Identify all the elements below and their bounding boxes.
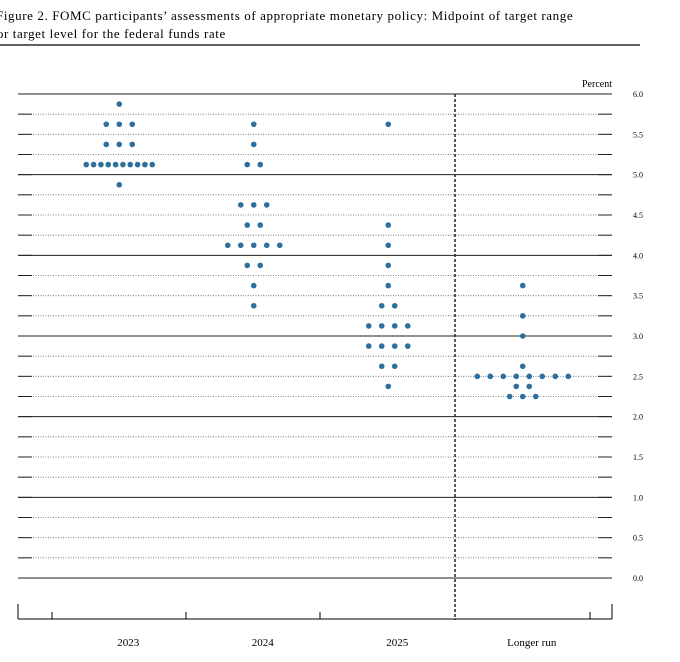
dot — [250, 121, 257, 128]
y-tick-label: 3.0 — [633, 332, 643, 341]
dot — [378, 363, 385, 370]
dot — [526, 383, 533, 390]
dot — [378, 302, 385, 309]
dot — [237, 202, 244, 208]
y-tick-label: 0.0 — [633, 574, 643, 583]
dot — [391, 323, 398, 329]
dot — [116, 181, 123, 188]
dot — [250, 202, 257, 208]
dot — [149, 161, 156, 168]
dot — [83, 161, 90, 168]
y-tick-label: 4.5 — [633, 211, 643, 220]
x-tick-label: 2025 — [386, 637, 409, 649]
dot — [276, 242, 283, 249]
y-tick-label: 0.5 — [633, 534, 643, 543]
dot — [378, 343, 385, 349]
dot — [513, 383, 520, 390]
chart-title: Figure 2. FOMC participants’ assessments… — [0, 8, 573, 23]
dot — [539, 373, 546, 380]
dot — [237, 242, 244, 249]
dot — [105, 161, 112, 168]
dot — [385, 121, 392, 128]
y-tick-label: 1.0 — [633, 493, 643, 502]
dot — [391, 363, 398, 370]
dot — [263, 242, 270, 249]
dot — [103, 121, 110, 128]
y-tick-label: 6.0 — [633, 90, 643, 99]
dot — [103, 141, 110, 148]
dot — [250, 282, 257, 289]
dot — [257, 262, 264, 269]
dot — [532, 393, 539, 400]
dot — [487, 373, 494, 380]
dot — [385, 222, 392, 228]
chart-title: for target level for the federal funds r… — [0, 26, 226, 41]
dot — [244, 222, 251, 228]
y-axis-label: Percent — [582, 79, 612, 90]
dot — [90, 161, 97, 168]
dot — [116, 101, 123, 107]
dot — [129, 121, 136, 128]
dot — [519, 363, 526, 370]
dot — [513, 373, 520, 380]
dot — [506, 393, 513, 400]
dot — [385, 262, 392, 269]
dot — [257, 161, 264, 168]
dot — [404, 343, 411, 349]
dot — [263, 202, 270, 208]
dot — [385, 242, 392, 249]
dot — [250, 242, 257, 249]
dot — [142, 161, 148, 168]
dot — [224, 242, 231, 249]
dot — [129, 141, 136, 148]
dot — [98, 161, 104, 168]
dot — [378, 323, 385, 329]
dot — [257, 222, 264, 228]
y-tick-label: 4.0 — [633, 251, 643, 260]
dot — [244, 161, 251, 168]
dot — [526, 373, 533, 380]
dot — [244, 262, 251, 269]
dot — [365, 323, 372, 329]
dot — [519, 393, 526, 400]
y-tick-label: 2.0 — [633, 413, 643, 422]
dot — [474, 373, 481, 380]
dot — [134, 161, 141, 168]
dot — [250, 302, 257, 309]
y-tick-label: 5.5 — [633, 130, 643, 139]
dot — [116, 121, 123, 128]
x-tick-label: 2024 — [252, 637, 275, 649]
dot — [385, 383, 392, 390]
dot — [365, 343, 372, 349]
x-tick-label: Longer run — [507, 637, 557, 649]
y-tick-label: 1.5 — [633, 453, 643, 462]
dot — [385, 282, 392, 289]
dot — [120, 161, 126, 168]
x-axis — [17, 604, 613, 620]
dot — [112, 161, 119, 168]
dot — [519, 333, 526, 339]
dot — [116, 141, 123, 148]
dot — [250, 141, 257, 148]
dot — [500, 373, 507, 380]
dot — [552, 373, 559, 380]
x-tick-label: 2023 — [117, 637, 140, 649]
y-tick-label: 2.5 — [633, 372, 643, 381]
dot — [519, 282, 526, 289]
dot — [127, 161, 134, 168]
y-tick-label: 5.0 — [633, 171, 643, 180]
dot — [404, 323, 411, 329]
dot — [391, 343, 398, 349]
dot — [391, 302, 398, 309]
dot — [565, 373, 572, 380]
dot — [519, 313, 526, 319]
y-tick-label: 3.5 — [633, 292, 643, 301]
